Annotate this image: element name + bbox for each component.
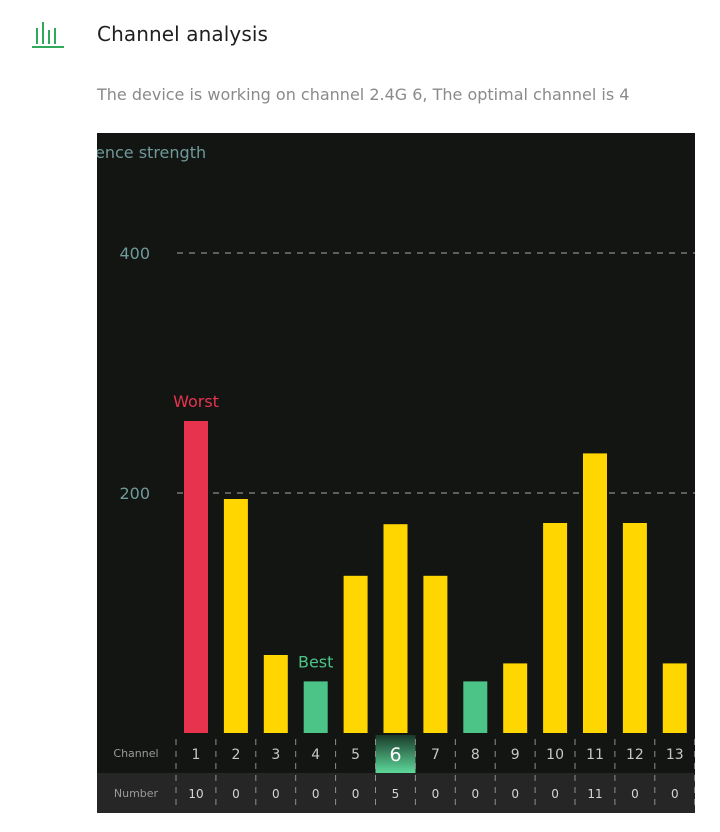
channel-tick-2: 2 <box>231 747 240 763</box>
channel-tick-12: 12 <box>626 747 644 763</box>
bar-channel-12 <box>622 523 647 733</box>
y-axis-title: ence strength <box>97 143 206 162</box>
bar-channel-5 <box>343 575 368 733</box>
worst-label: Worst <box>173 392 219 411</box>
channel-count-9: 0 <box>511 787 519 801</box>
bar-channel-1 <box>184 421 208 733</box>
channel-tick-3: 3 <box>271 747 280 763</box>
channel-count-2: 0 <box>232 787 240 801</box>
channel-count-1: 10 <box>188 787 203 801</box>
channel-row-label: Channel <box>113 747 158 760</box>
channel-tick-7: 7 <box>431 747 440 763</box>
channel-tick-4: 4 <box>311 747 320 763</box>
channel-status-text: The device is working on channel 2.4G 6,… <box>97 85 630 104</box>
channel-tick-5: 5 <box>351 747 360 763</box>
bar-channel-8 <box>463 681 488 733</box>
bar-channel-7 <box>423 575 448 733</box>
channel-tick-13: 13 <box>666 747 684 763</box>
channel-count-13: 0 <box>671 787 679 801</box>
channel-tick-6: 6 <box>389 744 401 766</box>
number-row-background <box>97 773 695 813</box>
number-row-label: Number <box>114 787 159 800</box>
channel-count-11: 11 <box>587 787 602 801</box>
bar-channel-11 <box>583 453 607 733</box>
bar-channel-3 <box>263 655 288 733</box>
channel-chart-svg: ence strength200400WorstBestChannelNumbe… <box>97 143 695 813</box>
bar-channel-2 <box>223 499 248 733</box>
y-tick-label: 200 <box>119 484 150 503</box>
channel-count-3: 0 <box>272 787 280 801</box>
channel-count-6: 5 <box>392 787 400 801</box>
y-tick-label: 400 <box>119 244 150 263</box>
channel-tick-9: 9 <box>511 747 520 763</box>
bar-chart-icon <box>32 20 64 50</box>
page-title: Channel analysis <box>97 22 269 46</box>
bar-channel-4 <box>303 681 328 733</box>
bar-channel-13 <box>662 663 687 733</box>
channel-tick-10: 10 <box>546 747 564 763</box>
bar-channel-9 <box>503 663 528 733</box>
channel-tick-1: 1 <box>192 747 201 763</box>
channel-chart: ence strength 200 400 Worst Best Channel Numbe… <box>97 133 695 813</box>
channel-tick-8: 8 <box>471 747 480 763</box>
current-channel-highlight <box>375 735 416 773</box>
channel-count-7: 0 <box>432 787 440 801</box>
channel-count-5: 0 <box>352 787 360 801</box>
channel-count-4: 0 <box>312 787 320 801</box>
channel-tick-11: 11 <box>586 747 604 763</box>
channel-count-8: 0 <box>471 787 479 801</box>
best-label: Best <box>298 652 333 671</box>
channel-count-10: 0 <box>551 787 559 801</box>
channel-count-12: 0 <box>631 787 639 801</box>
bar-channel-6 <box>383 524 408 733</box>
bar-channel-10 <box>543 523 568 733</box>
